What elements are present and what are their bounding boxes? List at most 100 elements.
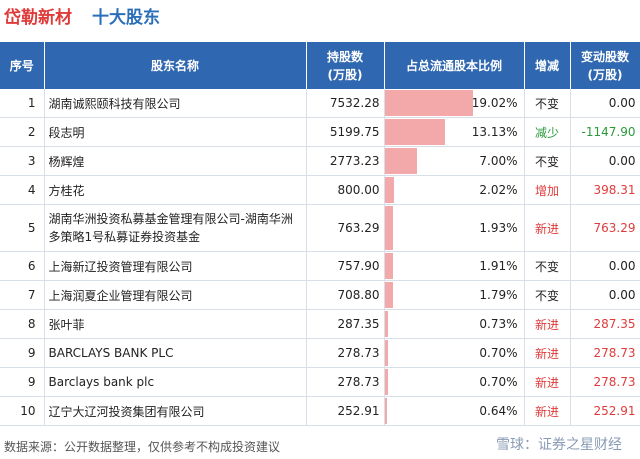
- row-index: 10: [0, 396, 45, 426]
- ratio-cell: 0.70%: [384, 338, 525, 368]
- shareholder-name: BARCLAYS BANK PLC: [44, 338, 307, 368]
- ratio-value: 2.02%: [479, 183, 518, 197]
- shares-held: 287.35: [306, 309, 385, 339]
- row-index: 9: [0, 338, 45, 368]
- shareholder-name: 上海新辽投资管理有限公司: [44, 251, 307, 281]
- change-status: 不变: [524, 146, 571, 176]
- data-source-note: 数据来源：公开数据整理，仅供参考不构成投资建议: [4, 440, 281, 454]
- ratio-value: 1.93%: [479, 221, 518, 235]
- change-shares: 252.91: [570, 396, 640, 426]
- change-status: 不变: [524, 251, 571, 281]
- shares-held: 708.80: [306, 280, 385, 310]
- table-row: 8 张叶菲 287.35 0.73% 新进 287.35: [0, 309, 640, 339]
- shareholder-name: 张叶菲: [44, 309, 307, 339]
- change-status: 新进: [524, 204, 571, 252]
- shareholder-name: Barclays bank plc: [44, 367, 307, 397]
- ratio-cell: 1.91%: [384, 251, 525, 281]
- brand-watermark: 雪球：证券之星财经: [496, 437, 622, 453]
- ratio-bar: [384, 282, 393, 308]
- ratio-value: 1.79%: [479, 288, 518, 302]
- ratio-bar: [384, 148, 417, 174]
- shares-held: 5199.75: [306, 117, 385, 147]
- ratio-cell: 0.64%: [384, 396, 525, 426]
- row-index: 6: [0, 251, 45, 281]
- row-index: 2: [0, 117, 45, 147]
- row-index: 7: [0, 280, 45, 310]
- shares-held: 800.00: [306, 175, 385, 205]
- col-header-change: 增减: [524, 42, 571, 89]
- ratio-value: 0.73%: [479, 317, 518, 331]
- change-status: 新进: [524, 309, 571, 339]
- shareholder-name: 湖南诚熙颐科技有限公司: [44, 89, 307, 118]
- table-row: 3 杨辉煌 2773.23 7.00% 不变 0.00: [0, 146, 640, 176]
- table-row: 10 辽宁大辽河投资集团有限公司 252.91 0.64% 新进 252.91: [0, 396, 640, 426]
- ratio-value: 0.70%: [479, 375, 518, 389]
- shares-held: 763.29: [306, 204, 385, 252]
- table-row: 1 湖南诚熙颐科技有限公司 7532.28 19.02% 不变 0.00: [0, 89, 640, 118]
- ratio-cell: 0.70%: [384, 367, 525, 397]
- ratio-bar: [384, 398, 388, 424]
- ratio-cell: 7.00%: [384, 146, 525, 176]
- table-row: 5 湖南华洲投资私募基金管理有限公司-湖南华洲多策略1号私募证券投资基金 763.2…: [0, 204, 640, 252]
- shares-held: 2773.23: [306, 146, 385, 176]
- title-bar: 岱勒新材 十大股东: [0, 0, 640, 30]
- ratio-bar: [384, 369, 388, 395]
- shareholder-name: 方桂花: [44, 175, 307, 205]
- shares-held: 757.90: [306, 251, 385, 281]
- change-shares: 278.73: [570, 367, 640, 397]
- page-title: 十大股东: [92, 8, 160, 28]
- shareholders-table: 序号 股东名称 持股数 (万股) 占总流通股本比例 增减 变动股数 (万股) 1…: [0, 42, 640, 426]
- shareholder-name: 上海润夏企业管理有限公司: [44, 280, 307, 310]
- ratio-value: 13.13%: [471, 125, 518, 139]
- ratio-value: 1.91%: [479, 259, 518, 273]
- row-index: 3: [0, 146, 45, 176]
- col-header-delta: 变动股数 (万股): [570, 42, 640, 89]
- col-header-index: 序号: [0, 42, 45, 89]
- change-status: 新进: [524, 338, 571, 368]
- shareholder-name: 段志明: [44, 117, 307, 147]
- company-name: 岱勒新材: [4, 8, 72, 28]
- ratio-value: 7.00%: [479, 154, 518, 168]
- change-status: 增加: [524, 175, 571, 205]
- ratio-bar: [384, 206, 394, 250]
- shares-held: 278.73: [306, 338, 385, 368]
- row-index: 9: [0, 367, 45, 397]
- table-header-row: 序号 股东名称 持股数 (万股) 占总流通股本比例 增减 变动股数 (万股): [0, 42, 640, 89]
- table-row: 6 上海新辽投资管理有限公司 757.90 1.91% 不变 0.00: [0, 251, 640, 281]
- change-status: 不变: [524, 280, 571, 310]
- ratio-cell: 19.02%: [384, 89, 525, 118]
- ratio-bar: [384, 311, 388, 337]
- shares-held: 7532.28: [306, 89, 385, 118]
- ratio-value: 19.02%: [471, 96, 518, 110]
- change-shares: -1147.90: [570, 117, 640, 147]
- change-shares: 287.35: [570, 309, 640, 339]
- change-shares: 398.31: [570, 175, 640, 205]
- ratio-cell: 1.79%: [384, 280, 525, 310]
- table-row: 2 段志明 5199.75 13.13% 减少 -1147.90: [0, 117, 640, 147]
- ratio-bar: [384, 340, 388, 366]
- ratio-value: 0.64%: [479, 404, 518, 418]
- change-shares: 0.00: [570, 251, 640, 281]
- col-header-name: 股东名称: [44, 42, 307, 89]
- shareholder-name: 湖南华洲投资私募基金管理有限公司-湖南华洲多策略1号私募证券投资基金: [44, 204, 307, 252]
- shareholder-name: 杨辉煌: [44, 146, 307, 176]
- ratio-cell: 1.93%: [384, 204, 525, 252]
- shares-held: 278.73: [306, 367, 385, 397]
- ratio-bar: [384, 177, 394, 203]
- ratio-bar: [384, 90, 473, 116]
- row-index: 5: [0, 204, 45, 252]
- change-shares: 278.73: [570, 338, 640, 368]
- change-status: 新进: [524, 367, 571, 397]
- table-row: 9 Barclays bank plc 278.73 0.70% 新进 278.73: [0, 367, 640, 397]
- ratio-bar: [384, 253, 394, 279]
- row-index: 4: [0, 175, 45, 205]
- ratio-cell: 2.02%: [384, 175, 525, 205]
- ratio-cell: 13.13%: [384, 117, 525, 147]
- table-row: 4 方桂花 800.00 2.02% 增加 398.31: [0, 175, 640, 205]
- ratio-bar: [384, 119, 446, 145]
- change-status: 不变: [524, 89, 571, 118]
- ratio-value: 0.70%: [479, 346, 518, 360]
- ratio-cell: 0.73%: [384, 309, 525, 339]
- change-status: 减少: [524, 117, 571, 147]
- change-shares: 0.00: [570, 146, 640, 176]
